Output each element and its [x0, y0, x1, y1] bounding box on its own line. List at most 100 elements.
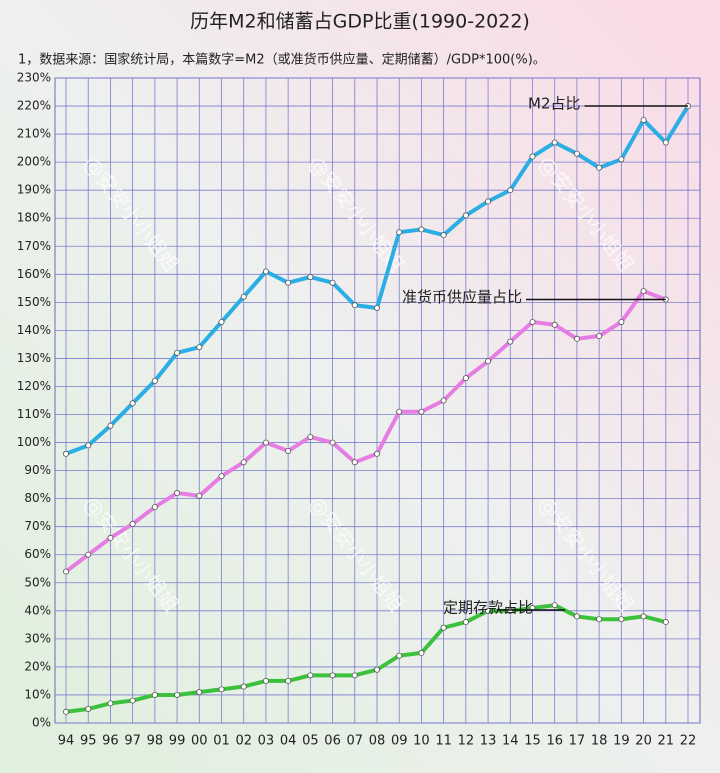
y-tick-label: 110%	[17, 407, 51, 421]
x-tick-label: 00	[191, 734, 208, 749]
data-point	[551, 321, 558, 328]
data-point	[107, 422, 114, 429]
data-point	[196, 689, 203, 696]
series-label: M2占比	[528, 95, 581, 113]
x-tick-label: 99	[169, 734, 186, 749]
x-tick-label: 12	[458, 734, 475, 749]
data-point	[129, 400, 136, 407]
data-point	[63, 450, 70, 457]
data-point	[440, 232, 447, 239]
data-point	[418, 226, 425, 233]
data-point	[507, 187, 514, 194]
x-tick-label: 13	[480, 734, 497, 749]
data-point	[529, 318, 536, 325]
series-line	[64, 289, 667, 574]
data-point	[551, 602, 558, 609]
data-point	[262, 268, 269, 275]
data-point	[85, 551, 92, 558]
x-tick-label: 05	[302, 734, 319, 749]
data-point	[373, 304, 380, 311]
data-point	[485, 198, 492, 205]
y-tick-label: 160%	[17, 267, 51, 281]
data-point	[285, 677, 292, 684]
x-tick-label: 10	[413, 734, 430, 749]
data-point	[396, 652, 403, 659]
x-tick-label: 02	[235, 734, 252, 749]
data-point	[63, 568, 70, 575]
y-tick-label: 130%	[17, 351, 51, 365]
x-tick-label: 04	[280, 734, 297, 749]
x-tick-label: 11	[435, 734, 452, 749]
x-tick-label: 96	[102, 734, 119, 749]
chart-title: 历年M2和储蓄占GDP比重(1990-2022)	[190, 11, 530, 33]
data-point	[351, 459, 358, 466]
y-tick-label: 20%	[24, 659, 51, 673]
data-point	[418, 408, 425, 415]
x-tick-label: 03	[258, 734, 275, 749]
data-point	[174, 691, 181, 698]
y-tick-label: 170%	[17, 239, 51, 253]
data-point	[174, 349, 181, 356]
data-point	[240, 459, 247, 466]
y-tick-label: 190%	[17, 183, 51, 197]
data-point	[262, 439, 269, 446]
data-point	[462, 619, 469, 626]
data-point	[307, 433, 314, 440]
x-tick-label: 08	[369, 734, 386, 749]
data-point	[129, 520, 136, 527]
data-point	[618, 156, 625, 163]
data-point	[85, 442, 92, 449]
data-point	[285, 447, 292, 454]
data-point	[196, 344, 203, 351]
data-point	[618, 318, 625, 325]
x-tick-label: 09	[391, 734, 408, 749]
y-tick-label: 90%	[24, 463, 51, 477]
data-point	[485, 607, 492, 614]
data-point	[507, 338, 514, 345]
series-label: 定期存款占比	[443, 599, 533, 617]
data-point	[240, 683, 247, 690]
data-point	[551, 139, 558, 146]
x-tick-label: 18	[591, 734, 608, 749]
chart-subtitle: 1，数据来源：国家统计局，本篇数字=M2（或准货币供应量、定期储蓄）/GDP*1…	[18, 52, 546, 68]
data-point	[351, 302, 358, 309]
data-point	[129, 697, 136, 704]
y-tick-label: 140%	[17, 323, 51, 337]
data-point	[329, 279, 336, 286]
x-tick-label: 97	[124, 734, 141, 749]
x-tick-label: 16	[546, 734, 563, 749]
data-point	[462, 212, 469, 219]
data-point	[373, 450, 380, 457]
data-point	[662, 619, 669, 626]
data-point	[462, 375, 469, 382]
data-point	[596, 616, 603, 623]
data-point	[218, 473, 225, 480]
y-tick-label: 30%	[24, 631, 51, 645]
data-point	[573, 150, 580, 157]
data-point	[529, 153, 536, 160]
y-tick-label: 210%	[17, 127, 51, 141]
y-tick-label: 60%	[24, 547, 51, 561]
data-point	[596, 332, 603, 339]
data-point	[596, 164, 603, 171]
x-tick-label: 20	[635, 734, 652, 749]
y-tick-label: 10%	[24, 687, 51, 701]
data-point	[573, 613, 580, 620]
data-point	[107, 534, 114, 541]
y-tick-label: 80%	[24, 491, 51, 505]
data-point	[440, 397, 447, 404]
data-point	[240, 293, 247, 300]
x-tick-label: 21	[658, 734, 675, 749]
x-tick-label: 07	[347, 734, 364, 749]
data-point	[640, 613, 647, 620]
y-tick-label: 180%	[17, 211, 51, 225]
data-point	[329, 672, 336, 679]
data-point	[151, 691, 158, 698]
x-tick-label: 22	[680, 734, 697, 749]
data-point	[485, 358, 492, 365]
data-point	[85, 705, 92, 712]
y-tick-label: 0%	[32, 716, 51, 730]
data-point	[151, 504, 158, 511]
